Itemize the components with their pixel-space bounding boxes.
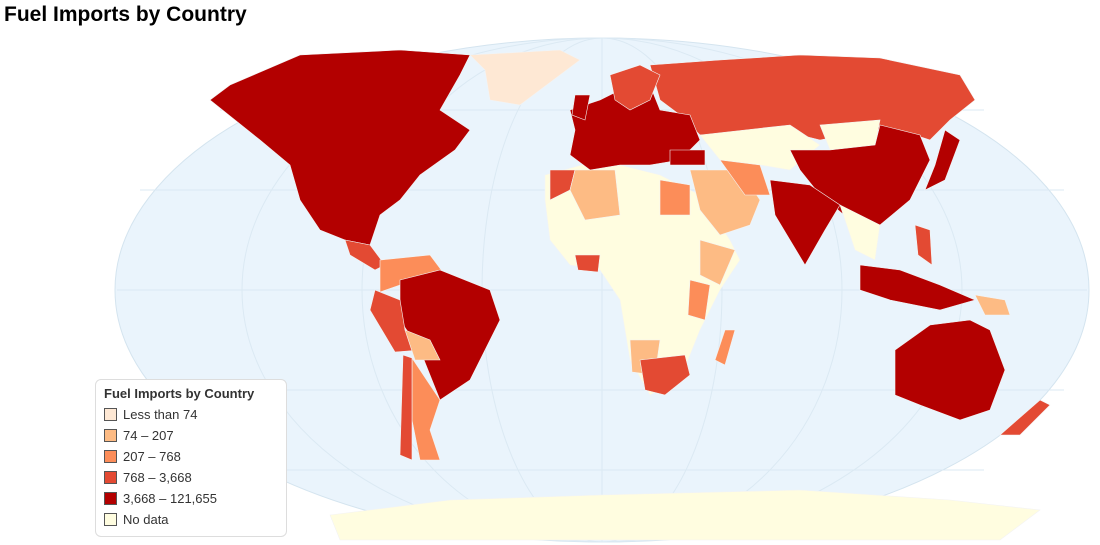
region-algeria bbox=[569, 169, 621, 221]
region-southeast-asia bbox=[839, 204, 881, 261]
legend-item: No data bbox=[104, 509, 278, 530]
region-chile bbox=[399, 354, 413, 461]
region-antarctica bbox=[329, 489, 1041, 541]
legend-label: 3,668 – 121,655 bbox=[123, 491, 217, 506]
legend-swatch bbox=[104, 450, 117, 463]
region-north-america bbox=[209, 49, 471, 246]
region-russia bbox=[649, 54, 976, 141]
region-scandinavia bbox=[609, 64, 661, 111]
region-egypt bbox=[659, 179, 691, 216]
legend-swatch bbox=[104, 429, 117, 442]
region-australia bbox=[894, 319, 1006, 421]
region-south-africa bbox=[639, 354, 691, 396]
region-new-zealand bbox=[999, 399, 1051, 436]
legend-swatch bbox=[104, 471, 117, 484]
region-madagascar bbox=[714, 329, 736, 366]
legend-item: 768 – 3,668 bbox=[104, 467, 278, 488]
legend-label: No data bbox=[123, 512, 169, 527]
legend-title: Fuel Imports by Country bbox=[104, 386, 255, 401]
legend-swatch bbox=[104, 513, 117, 526]
region-greenland bbox=[469, 49, 581, 106]
region-papua-new-guinea bbox=[974, 294, 1011, 316]
region-philippines bbox=[914, 224, 933, 266]
legend-label: 207 – 768 bbox=[123, 449, 181, 464]
region-bolivia bbox=[404, 329, 441, 361]
legend-label: 74 – 207 bbox=[123, 428, 174, 443]
legend-swatch bbox=[104, 408, 117, 421]
map-title: Fuel Imports by Country bbox=[4, 3, 247, 26]
region-indonesia bbox=[859, 264, 976, 311]
region-iran bbox=[719, 159, 771, 196]
legend-item: 3,668 – 121,655 bbox=[104, 488, 278, 509]
region-japan bbox=[924, 129, 961, 191]
region-west-africa bbox=[574, 254, 601, 273]
legend-swatch bbox=[104, 492, 117, 505]
legend-item: 74 – 207 bbox=[104, 425, 278, 446]
legend: Fuel Imports by Country Less than 74 74 … bbox=[95, 379, 287, 537]
countries[interactable] bbox=[209, 49, 1051, 541]
legend-label: 768 – 3,668 bbox=[123, 470, 192, 485]
region-india bbox=[769, 179, 841, 266]
legend-label: Less than 74 bbox=[123, 407, 198, 422]
region-east-africa bbox=[699, 239, 736, 286]
region-brazil bbox=[399, 269, 501, 401]
legend-item: Less than 74 bbox=[104, 404, 278, 425]
region-turkey bbox=[669, 149, 706, 166]
region-kenya bbox=[687, 279, 711, 321]
legend-item: 207 – 768 bbox=[104, 446, 278, 467]
region-uk bbox=[571, 94, 591, 121]
